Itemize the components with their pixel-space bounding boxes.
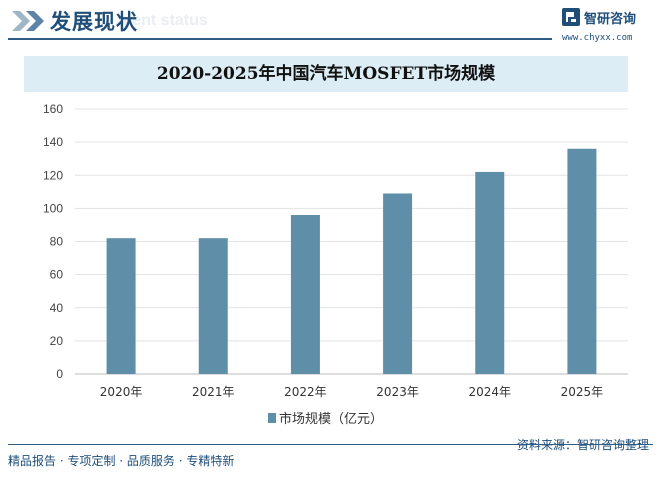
y-tick-label: 160 <box>43 102 63 116</box>
brand-logo: 智研咨询 www.chyxx.com <box>562 8 654 44</box>
double-chevron-icon <box>12 11 44 31</box>
chart-title-bar: 2020-2025年中国汽车MOSFET市场规模 <box>24 56 628 92</box>
footer-divider <box>8 444 653 445</box>
x-tick-label: 2024年 <box>468 385 511 399</box>
y-tick-label: 40 <box>50 301 64 315</box>
chart-title: 2020-2025年中国汽车MOSFET市场规模 <box>156 64 496 84</box>
x-tick-label: 2025年 <box>561 385 604 399</box>
y-tick-label: 20 <box>50 334 64 348</box>
logo-icon <box>562 8 580 26</box>
bar <box>106 238 136 374</box>
bar <box>383 193 413 374</box>
header-ghost-text: ment status <box>118 12 208 29</box>
logo-url: www.chyxx.com <box>562 33 633 43</box>
y-tick-label: 0 <box>56 367 63 381</box>
bar <box>198 238 228 374</box>
bar <box>290 215 320 374</box>
y-tick-label: 80 <box>50 235 64 249</box>
page-title: 发展现状 <box>50 10 138 34</box>
x-tick-label: 2021年 <box>192 385 235 399</box>
y-tick-label: 120 <box>43 168 63 182</box>
x-tick-label: 2023年 <box>376 385 419 399</box>
header: ment status 发展现状 <box>0 0 661 46</box>
footer-tagline: 精品报告 · 专项定制 · 品质服务 · 专精特新 <box>8 454 235 468</box>
y-tick-label: 100 <box>43 201 63 215</box>
y-tick-label: 60 <box>50 268 64 282</box>
logo-name: 智研咨询 <box>584 12 637 27</box>
x-tick-label: 2020年 <box>100 385 143 399</box>
bar <box>567 148 597 374</box>
y-tick-label: 140 <box>43 135 63 149</box>
source-note: 资料来源：智研咨询整理 <box>516 438 649 452</box>
legend-label: 市场规模（亿元） <box>279 411 383 427</box>
header-divider <box>8 38 552 40</box>
legend-swatch <box>268 413 276 423</box>
bar <box>475 171 505 374</box>
x-tick-label: 2022年 <box>284 385 327 399</box>
